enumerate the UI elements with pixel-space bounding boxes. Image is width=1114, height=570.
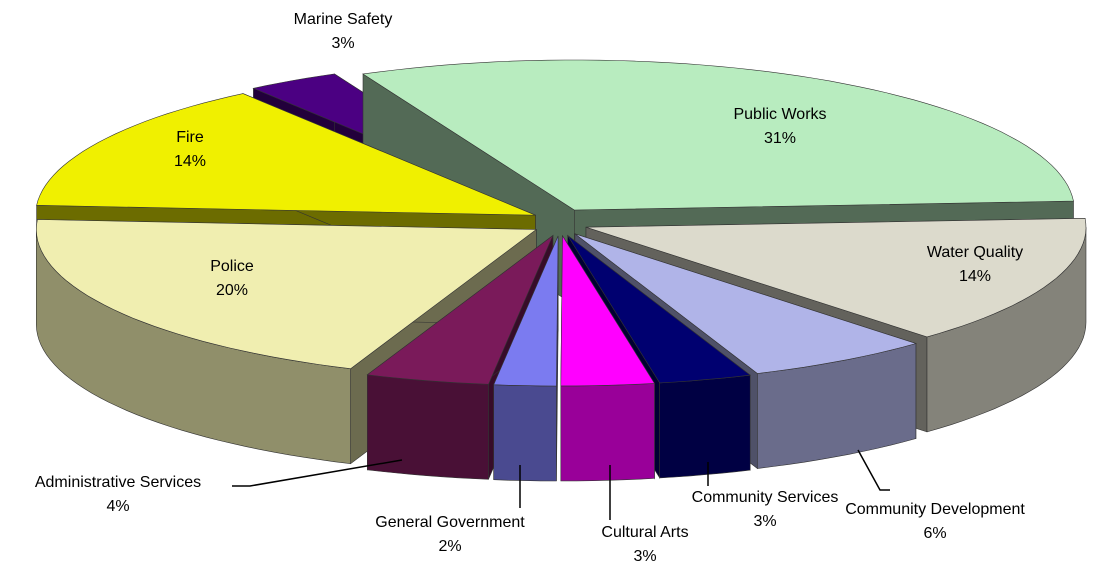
slice-value-label: 3%: [633, 548, 656, 565]
slice-label: Community Development: [845, 501, 1025, 518]
slice-label: Administrative Services: [35, 474, 201, 491]
slice-top: [560, 234, 656, 387]
slice-outer-wall: [659, 374, 751, 479]
slice-top: [366, 234, 554, 385]
slice: [493, 235, 559, 482]
slice-top: [574, 233, 917, 374]
slice-top: [35, 219, 538, 370]
slice-value-label: 3%: [753, 513, 776, 530]
slice-value-label: 6%: [923, 525, 946, 542]
slice-top: [36, 93, 536, 216]
slice-top: [585, 217, 1087, 338]
slice-label: Water Quality: [927, 244, 1023, 261]
slice-label: Public Works: [733, 106, 826, 123]
slice-outer-wall: [493, 384, 557, 482]
slice-outer-wall: [560, 383, 655, 482]
slice-value-label: 4%: [106, 498, 129, 515]
slice: [560, 234, 656, 482]
slice-top: [567, 235, 751, 384]
leader-line: [857, 449, 890, 491]
slice-value-label: 20%: [216, 282, 248, 299]
slice-value-label: 2%: [438, 538, 461, 555]
slice-outer-wall: [367, 374, 489, 480]
slice-top: [493, 235, 559, 387]
slice-label: Community Services: [692, 489, 839, 506]
slice-value-label: 14%: [174, 153, 206, 170]
slice-label: Cultural Arts: [601, 524, 688, 541]
slice-top: [362, 59, 1074, 211]
slice-value-label: 3%: [331, 35, 354, 52]
slice-value-label: 31%: [764, 130, 796, 147]
slice-label: Fire: [176, 129, 204, 146]
slice-label: Police: [210, 258, 254, 275]
slice-label: Marine Safety: [294, 11, 393, 28]
slice-label: General Government: [375, 514, 525, 531]
slice-value-label: 14%: [959, 268, 991, 285]
leader-line: [232, 459, 403, 487]
